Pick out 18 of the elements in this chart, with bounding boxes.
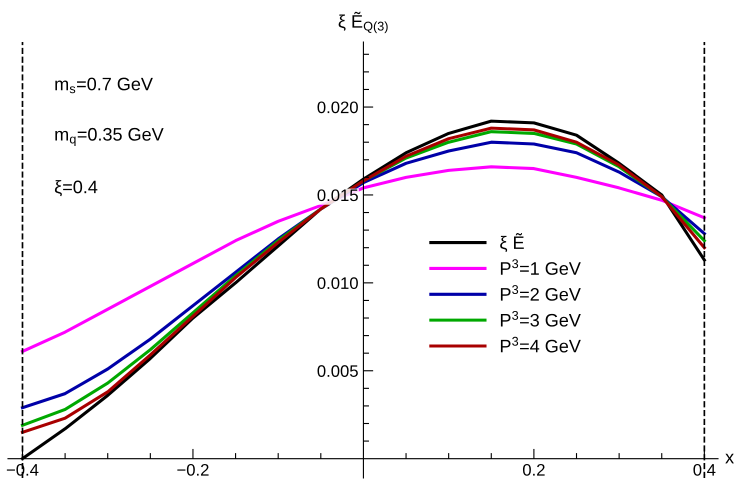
x-tick-label: 0.2 bbox=[522, 464, 545, 476]
legend-label: P$^{3}$=3 GeV bbox=[500, 310, 581, 327]
y-tick-label: 0.010 bbox=[318, 277, 358, 290]
y-tick-label: 0.005 bbox=[318, 365, 358, 377]
line-series bbox=[20, 165, 706, 353]
y-tick-label: 0.015 bbox=[318, 189, 358, 202]
annotation: m$_{q}$=0.35 GeV bbox=[55, 128, 164, 146]
annotation: ξ=0.4 bbox=[54, 180, 98, 196]
legend-label: P$^{3}$=2 GeV bbox=[500, 285, 581, 301]
legend-label: P$^{3}$=4 GeV bbox=[500, 336, 581, 352]
x-axis-title: x bbox=[725, 454, 734, 464]
y-tick-label: 0.020 bbox=[318, 101, 358, 114]
legend-label: P$^{3}$=1 GeV bbox=[500, 259, 581, 275]
legend-label: ξ Ẽ bbox=[500, 233, 524, 252]
x-tick-label: −0.2 bbox=[177, 464, 209, 476]
annotation: m$_{s}$=0.7 GeV bbox=[55, 78, 153, 94]
x-tick-label: 0.4 bbox=[693, 464, 716, 476]
y-axis-title: ξ Ẽ$_{Q(3)}$ bbox=[338, 12, 388, 34]
